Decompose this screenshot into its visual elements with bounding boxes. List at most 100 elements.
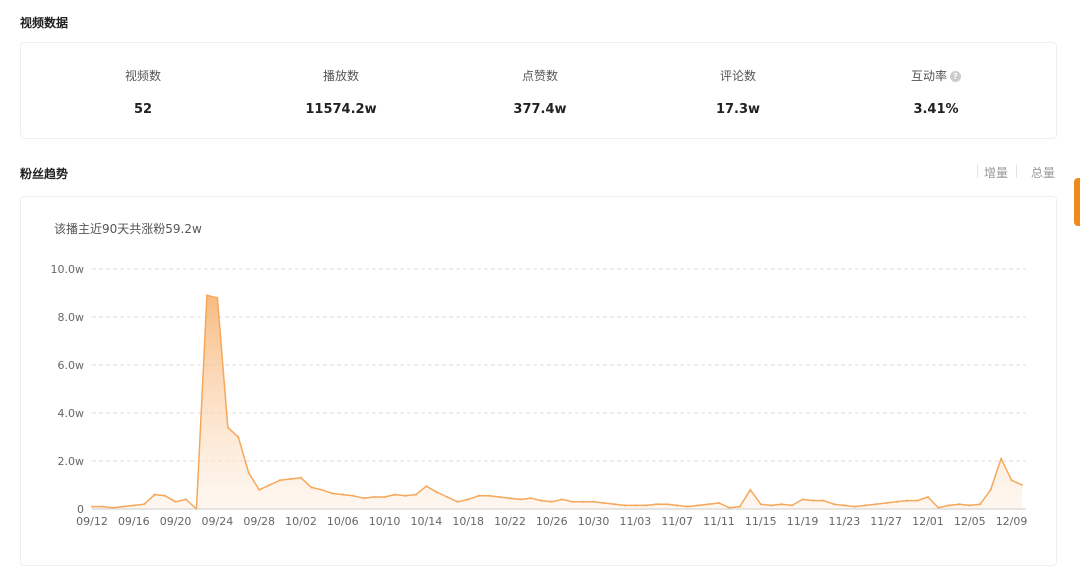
data-point [989,488,992,491]
data-point [498,495,501,499]
data-point [937,506,940,509]
data-point [122,505,125,508]
x-tick-label: 12/01 [912,515,944,528]
stat-label: 播放数 [322,69,359,83]
stat-value: 377.4w [513,102,567,117]
data-point [759,503,762,506]
data-point [728,506,731,509]
data-point [550,500,553,503]
data-point [947,504,951,507]
side-scroll-handle[interactable] [1074,178,1080,226]
data-point [968,504,971,507]
data-point [717,501,721,505]
data-point [237,435,240,439]
x-tick-label: 12/09 [996,515,1028,528]
data-point [675,504,679,507]
data-point [1020,483,1024,487]
y-tick-label: 4.0w [58,407,85,420]
data-point [686,505,689,508]
data-point [132,504,135,507]
data-point [456,500,459,503]
x-tick-label: 11/15 [745,515,777,528]
x-tick-label: 11/07 [661,515,693,528]
stat-value: 52 [133,102,153,117]
x-tick-label: 10/18 [452,515,484,528]
data-point [592,500,595,503]
data-point [571,500,574,503]
data-point [623,504,627,507]
fans-trend-title: 粉丝趋势 [20,167,69,181]
data-point [707,503,710,506]
y-tick-label: 0 [77,503,84,516]
x-tick-label: 12/05 [954,515,986,528]
toggle-total-button[interactable]: 总量 [1031,166,1056,180]
data-point [561,498,564,501]
stat-label: 评论数 [719,69,756,83]
data-point [393,493,397,496]
data-point [843,504,846,507]
data-point [435,491,439,494]
data-point [289,477,292,481]
x-tick-label: 11/03 [620,515,652,528]
x-tick-label: 10/26 [536,515,568,528]
x-tick-label: 11/27 [870,515,902,528]
data-point [299,476,303,479]
data-point [634,504,637,507]
x-tick-label: 10/10 [369,515,401,528]
x-tick-label: 10/30 [578,515,610,528]
data-point [884,501,888,505]
data-point [247,471,250,475]
video-stats-card: 视频数 52 播放数 11574.2w 点赞数 377.4w 评论数 17.3w… [20,42,1057,139]
data-point [1010,479,1013,482]
data-point [905,499,909,502]
stat-value: 11574.2w [305,102,377,117]
x-tick-label: 09/16 [118,515,150,528]
data-point [822,499,825,502]
question-circle-icon[interactable]: ? [950,71,961,82]
data-point [404,494,407,497]
data-point [540,499,543,502]
toggle-increment-button[interactable]: 增量 [984,166,1009,180]
data-point [487,494,491,497]
data-point [446,495,449,499]
data-point [801,498,804,501]
data-point [926,495,930,499]
x-tick-label: 09/20 [160,515,192,528]
series-line [92,294,1023,510]
x-tick-label: 11/11 [703,515,735,528]
data-point [341,493,344,496]
toggle-divider [977,164,978,178]
data-point [268,483,271,487]
data-point [874,503,877,506]
x-tick-label: 09/24 [202,515,234,528]
data-point [153,493,156,496]
data-point [320,488,324,491]
series-area-fill [92,295,1022,509]
data-point [811,499,815,502]
data-point [655,503,658,506]
data-point [163,494,167,497]
data-point [205,294,209,297]
data-point [780,503,783,506]
data-point [581,500,585,503]
data-point [372,495,376,499]
stat-label-text: 互动率 [910,69,947,83]
video-data-title: 视频数据 [20,16,69,30]
data-point [529,497,533,500]
y-tick-label: 6.0w [58,359,85,372]
data-point [111,506,115,509]
data-point [310,486,313,489]
data-point [770,504,773,507]
data-point [665,503,668,506]
data-point [216,296,219,299]
stat-value: 17.3w [715,102,761,117]
data-point [362,497,365,500]
data-point [738,505,742,508]
x-tick-label: 10/14 [411,515,443,528]
data-point [916,499,919,502]
x-tick-label: 10/22 [494,515,526,528]
data-point [466,498,470,501]
data-point [644,504,648,507]
x-tick-label: 11/23 [829,515,861,528]
